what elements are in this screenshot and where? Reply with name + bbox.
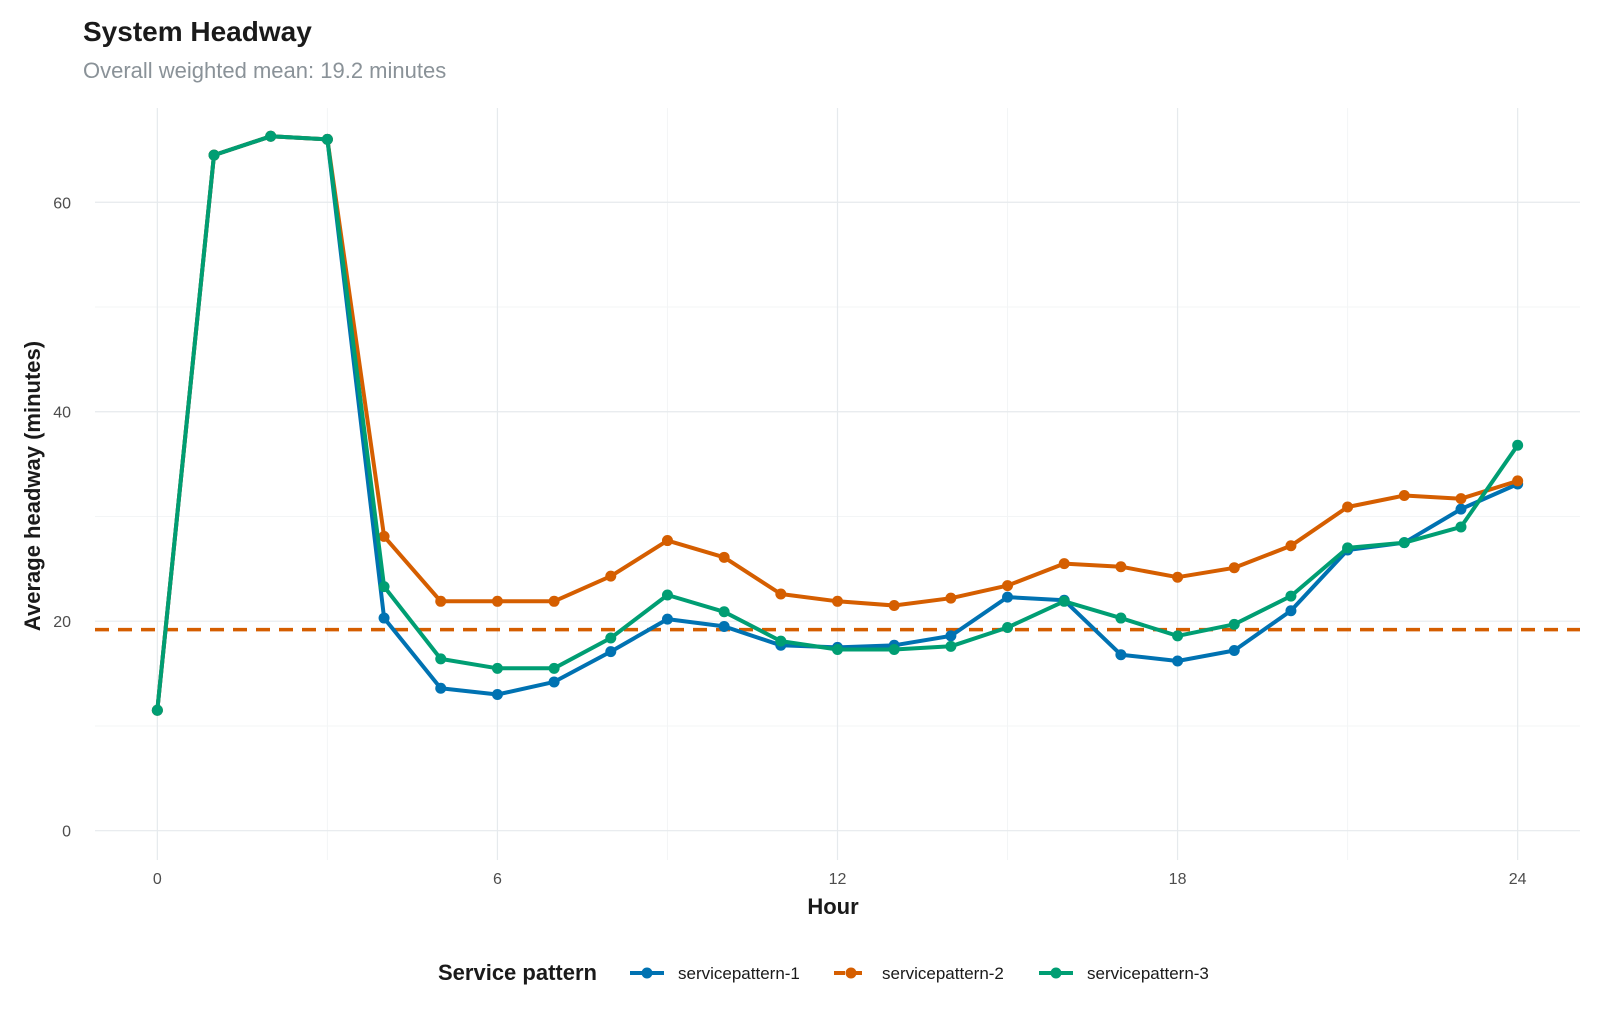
data-point [1398, 537, 1410, 549]
legend-label: servicepattern-1 [678, 964, 800, 983]
data-point [1228, 645, 1240, 657]
data-point [491, 662, 503, 674]
data-point [661, 589, 673, 601]
legend-key-point [845, 967, 857, 979]
data-point [832, 643, 843, 655]
x-tick-label: 24 [1509, 871, 1527, 888]
legend-item-servicepattern-1: servicepattern-1 [630, 964, 800, 983]
data-point [718, 551, 730, 563]
x-axis-title: Hour [807, 894, 859, 919]
data-point [265, 130, 277, 142]
data-point [321, 133, 333, 145]
data-point [1002, 591, 1014, 603]
data-point [378, 612, 390, 624]
series-servicepattern-3 [151, 130, 1524, 716]
data-point [775, 635, 787, 647]
y-tick-label: 0 [62, 824, 71, 841]
data-point [1285, 540, 1297, 552]
tick-labels: 0 6 12 18 24 0 20 40 60 [53, 195, 1526, 888]
data-point [945, 592, 957, 604]
data-point [888, 599, 900, 611]
data-point [435, 595, 447, 607]
data-point [718, 606, 730, 618]
legend-label: servicepattern-3 [1087, 964, 1209, 983]
y-axis-title: Average headway (minutes) [20, 341, 45, 631]
x-tick-label: 0 [153, 871, 162, 888]
y-tick-label: 20 [53, 614, 71, 631]
x-tick-label: 18 [1169, 871, 1187, 888]
legend-item-servicepattern-2: servicepattern-2 [834, 964, 1004, 983]
data-point [151, 704, 163, 716]
data-point [945, 630, 957, 642]
data-point [1342, 501, 1354, 513]
data-point [548, 676, 560, 688]
y-tick-label: 40 [53, 405, 71, 422]
data-point [661, 535, 673, 547]
data-point [1172, 655, 1184, 667]
data-point [1285, 605, 1297, 617]
data-point [888, 643, 900, 655]
data-point [775, 588, 787, 600]
data-point [605, 646, 617, 658]
data-point [832, 595, 843, 607]
chart-title: System Headway [83, 16, 312, 47]
data-point [1512, 439, 1524, 451]
data-point [1455, 521, 1467, 533]
data-point [548, 595, 560, 607]
series-group [151, 130, 1524, 716]
legend-item-servicepattern-3: servicepattern-3 [1039, 964, 1209, 983]
data-point [1342, 542, 1354, 554]
data-point [945, 640, 957, 652]
data-point [1398, 490, 1410, 502]
data-point [1455, 493, 1467, 505]
legend-key-point [641, 967, 653, 979]
data-point [435, 682, 447, 694]
data-point [1058, 558, 1070, 570]
data-point [548, 662, 560, 674]
data-point [1512, 475, 1524, 487]
data-point [378, 581, 390, 593]
legend-title: Service pattern [438, 960, 597, 985]
data-point [661, 613, 673, 625]
legend-key-point [1050, 967, 1062, 979]
x-tick-label: 6 [493, 871, 502, 888]
data-point [1115, 649, 1127, 661]
data-point [208, 149, 220, 161]
data-point [1228, 618, 1240, 630]
legend: Service pattern servicepattern-1 servicepa… [438, 960, 1209, 985]
y-tick-label: 60 [53, 195, 71, 212]
chart-subtitle: Overall weighted mean: 19.2 minutes [83, 58, 447, 83]
data-point [605, 570, 617, 582]
data-point [1002, 580, 1014, 592]
data-point [1058, 595, 1070, 607]
data-point [605, 632, 617, 644]
data-point [1228, 562, 1240, 574]
data-point [1115, 612, 1127, 624]
data-point [1455, 503, 1467, 515]
data-point [378, 530, 390, 542]
data-point [1172, 630, 1184, 642]
data-point [491, 689, 503, 701]
data-point [1285, 590, 1297, 602]
x-tick-label: 12 [829, 871, 847, 888]
data-point [1002, 621, 1014, 633]
data-point [435, 653, 447, 665]
data-point [718, 620, 730, 632]
legend-label: servicepattern-2 [882, 964, 1004, 983]
data-point [1172, 571, 1184, 583]
grid-lines [95, 108, 1580, 860]
data-point [491, 595, 503, 607]
data-point [1115, 561, 1127, 573]
